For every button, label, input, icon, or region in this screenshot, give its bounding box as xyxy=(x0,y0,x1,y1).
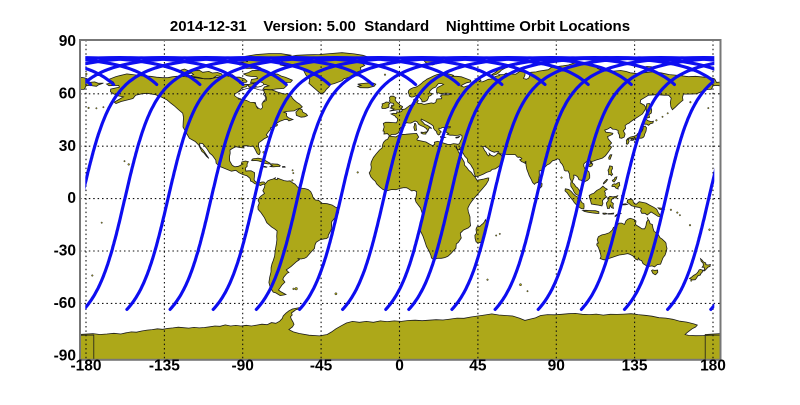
svg-text:45: 45 xyxy=(469,357,487,374)
svg-text:-60: -60 xyxy=(54,295,76,312)
svg-text:0: 0 xyxy=(67,190,76,207)
svg-text:-45: -45 xyxy=(310,357,333,374)
svg-text:135: 135 xyxy=(622,357,648,374)
svg-text:90: 90 xyxy=(548,357,565,374)
svg-text:30: 30 xyxy=(59,138,76,155)
svg-text:2014-12-31 Version: 5.00 S: 2014-12-31 Version: 5.00 Standard Nightt… xyxy=(170,18,630,35)
svg-text:-30: -30 xyxy=(54,243,76,260)
svg-text:-90: -90 xyxy=(231,357,253,374)
svg-text:180: 180 xyxy=(700,357,726,374)
svg-text:0: 0 xyxy=(395,357,404,374)
svg-text:60: 60 xyxy=(59,85,76,102)
svg-text:-135: -135 xyxy=(149,357,180,374)
svg-text:90: 90 xyxy=(59,33,76,50)
svg-text:-90: -90 xyxy=(54,347,76,364)
svg-text:-180: -180 xyxy=(70,357,101,374)
